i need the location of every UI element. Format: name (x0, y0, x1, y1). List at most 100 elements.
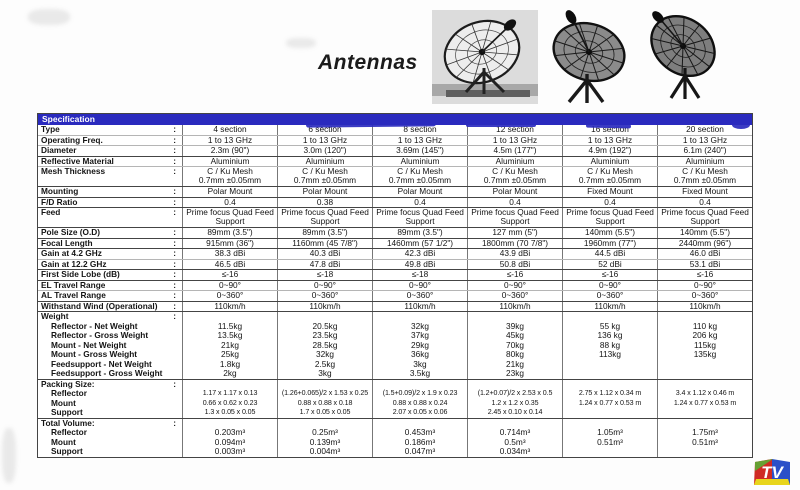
spec-cell (467, 418, 562, 428)
spec-cell: 23.5kg (277, 331, 372, 341)
table-header-label: Specification (42, 114, 95, 124)
spec-cell: 70kg (467, 340, 562, 350)
spec-cell (562, 408, 657, 418)
spec-cell: 0~90° (562, 280, 657, 290)
table-body: Type:4 section 6 section 8 section 12 secti… (38, 124, 752, 457)
spec-cell (277, 379, 372, 389)
table-row: Mount - Gross Weight 25kg 32kg 36kg 80kg 113k… (38, 349, 752, 360)
spec-cell: Aluminium (182, 156, 277, 166)
spec-cell: 2.75 x 1.12 x 0.34 m (562, 389, 657, 399)
row-label: Operating Freq.: (38, 135, 182, 146)
table-row: Mount 0.66 x 0.62 x 0.23 0.88 x 0.88 x 0.1… (38, 397, 752, 408)
row-label-text: Diameter (41, 145, 77, 155)
spec-cell: 23kg (467, 369, 562, 379)
row-label: Gain at 4.2 GHz: (38, 248, 182, 259)
spec-cell: 0~360° (467, 291, 562, 301)
spec-cell: Prime focus Quad Feed Support (562, 208, 657, 227)
spec-cell (372, 379, 467, 389)
spec-cell: 6.1m (240") (657, 146, 752, 156)
scan-smudge (28, 9, 70, 25)
spec-cell (562, 418, 657, 428)
spec-cell: 135kg (657, 350, 752, 360)
row-label: Support (38, 446, 182, 457)
spec-cell: 1 to 13 GHz (277, 135, 372, 145)
spec-cell: 2.45 x 0.10 x 0.14 (467, 408, 562, 418)
specification-table: Specification Type:4 section 6 section 8 s… (37, 113, 753, 458)
spec-cell (657, 447, 752, 457)
tv-logo-text: TV (761, 463, 784, 482)
table-row: F/D Ratio:0.4 0.38 0.4 0.4 0.4 0.4 (38, 196, 752, 207)
feed-arm (481, 27, 508, 53)
row-colon: : (173, 227, 176, 237)
spec-cell: 0~90° (657, 280, 752, 290)
spec-cell (657, 312, 752, 322)
spec-cell: 0.714m³ (467, 428, 562, 438)
spec-cell: 1.24 x 0.77 x 0.53 m (562, 398, 657, 408)
row-label: Weight: (38, 311, 182, 322)
spec-cell: (1.5+0.09)/2 x 1.9 x 0.23 (372, 389, 467, 399)
row-label-text: Mount (51, 397, 76, 408)
spec-cell: 8 section (372, 125, 467, 135)
table-row: AL Travel Range:0~360° 0~360° 0~360° 0~360°… (38, 290, 752, 301)
spec-cell: ≤-16 (182, 270, 277, 280)
page-title: Antennas (318, 51, 418, 74)
row-label: Total Volume:: (38, 418, 182, 429)
spec-cell: 32kg (277, 350, 372, 360)
spec-cell: 1800mm (70 7/8") (467, 238, 562, 248)
spec-cell: 0.5m³ (467, 437, 562, 447)
spec-cell: 110km/h (372, 301, 467, 311)
row-colon: : (173, 124, 176, 134)
spec-cell: 46.5 dBi (182, 259, 277, 269)
spec-cell: 47.8 dBi (277, 259, 372, 269)
spec-cell: 2.3m (90") (182, 146, 277, 156)
spec-cell: 89mm (3.5") (182, 228, 277, 238)
spec-cell (277, 312, 372, 322)
spec-cell (467, 312, 562, 322)
spec-cell: Prime focus Quad Feed Support (182, 208, 277, 227)
spec-cell: 110km/h (562, 301, 657, 311)
row-colon: : (173, 300, 176, 311)
row-label-text: Reflective Material (41, 155, 114, 166)
table-row: Feed: Prime focus Quad Feed Support Prime … (38, 207, 752, 227)
row-label: Feed: (38, 207, 182, 227)
row-label-text: Gain at 12.2 GHz (41, 258, 107, 269)
spec-cell: 89mm (3.5") (277, 228, 372, 238)
spec-cell: 0~360° (657, 291, 752, 301)
scan-smudge (286, 38, 316, 48)
spec-cell: 0.203m³ (182, 428, 277, 438)
spec-cell: 4 section (182, 125, 277, 135)
spec-cell (562, 379, 657, 389)
spec-cell: 1.7 x 0.05 x 0.05 (277, 408, 372, 418)
spec-cell: 1960mm (77") (562, 238, 657, 248)
spec-cell: 0.4 (657, 197, 752, 207)
spec-cell: 3.5kg (372, 369, 467, 379)
spec-cell: Prime focus Quad Feed Support (657, 208, 752, 227)
row-label: Pole Size (O.D): (38, 227, 182, 238)
spec-cell: 115kg (657, 340, 752, 350)
spec-cell: 0.66 x 0.62 x 0.23 (182, 398, 277, 408)
spec-cell: C / Ku Mesh 0.7mm ±0.05mm (182, 167, 277, 186)
spec-cell: 0.186m³ (372, 437, 467, 447)
table-row: Gain at 4.2 GHz:38.3 dBi 40.3 dBi 42.3 dBi… (38, 248, 752, 259)
row-label-text: F/D Ratio (41, 196, 78, 207)
table-row: Reflector - Net Weight 11.5kg 20.5kg 32kg 39… (38, 321, 752, 332)
row-label-text: Focal Length (41, 237, 93, 248)
spec-cell (657, 369, 752, 379)
row-label: Mesh Thickness: (38, 166, 182, 186)
spec-cell: 1.2 x 1.2 x 0.35 (467, 398, 562, 408)
spec-cell: 136 kg (562, 331, 657, 341)
table-row: Reflector 1.17 x 1.17 x 0.13 (1.26+0.065)/… (38, 388, 752, 399)
spec-cell (372, 312, 467, 322)
spec-cell: 25kg (182, 350, 277, 360)
spec-cell: Prime focus Quad Feed Support (372, 208, 467, 227)
spec-cell: 32kg (372, 321, 467, 331)
spec-cell: 28.5kg (277, 340, 372, 350)
spec-cell (562, 369, 657, 379)
row-label-text: AL Travel Range (41, 290, 106, 300)
row-label-text: Gain at 4.2 GHz (41, 248, 102, 258)
table-row: Feedsupport - Net Weight 1.8kg 2.5kg 3kg 21k… (38, 359, 752, 369)
row-label-text: Packing Size: (41, 378, 95, 389)
feed-horn-icon (652, 11, 664, 23)
row-label: Reflector - Net Weight (38, 321, 182, 332)
spec-cell: 3kg (372, 359, 467, 369)
